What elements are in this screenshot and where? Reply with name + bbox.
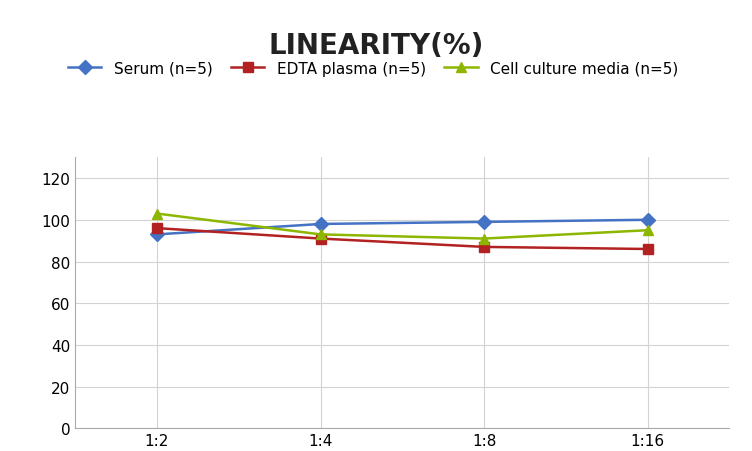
Legend: Serum (n=5), EDTA plasma (n=5), Cell culture media (n=5): Serum (n=5), EDTA plasma (n=5), Cell cul… bbox=[68, 62, 678, 77]
Text: LINEARITY(%): LINEARITY(%) bbox=[268, 32, 484, 60]
